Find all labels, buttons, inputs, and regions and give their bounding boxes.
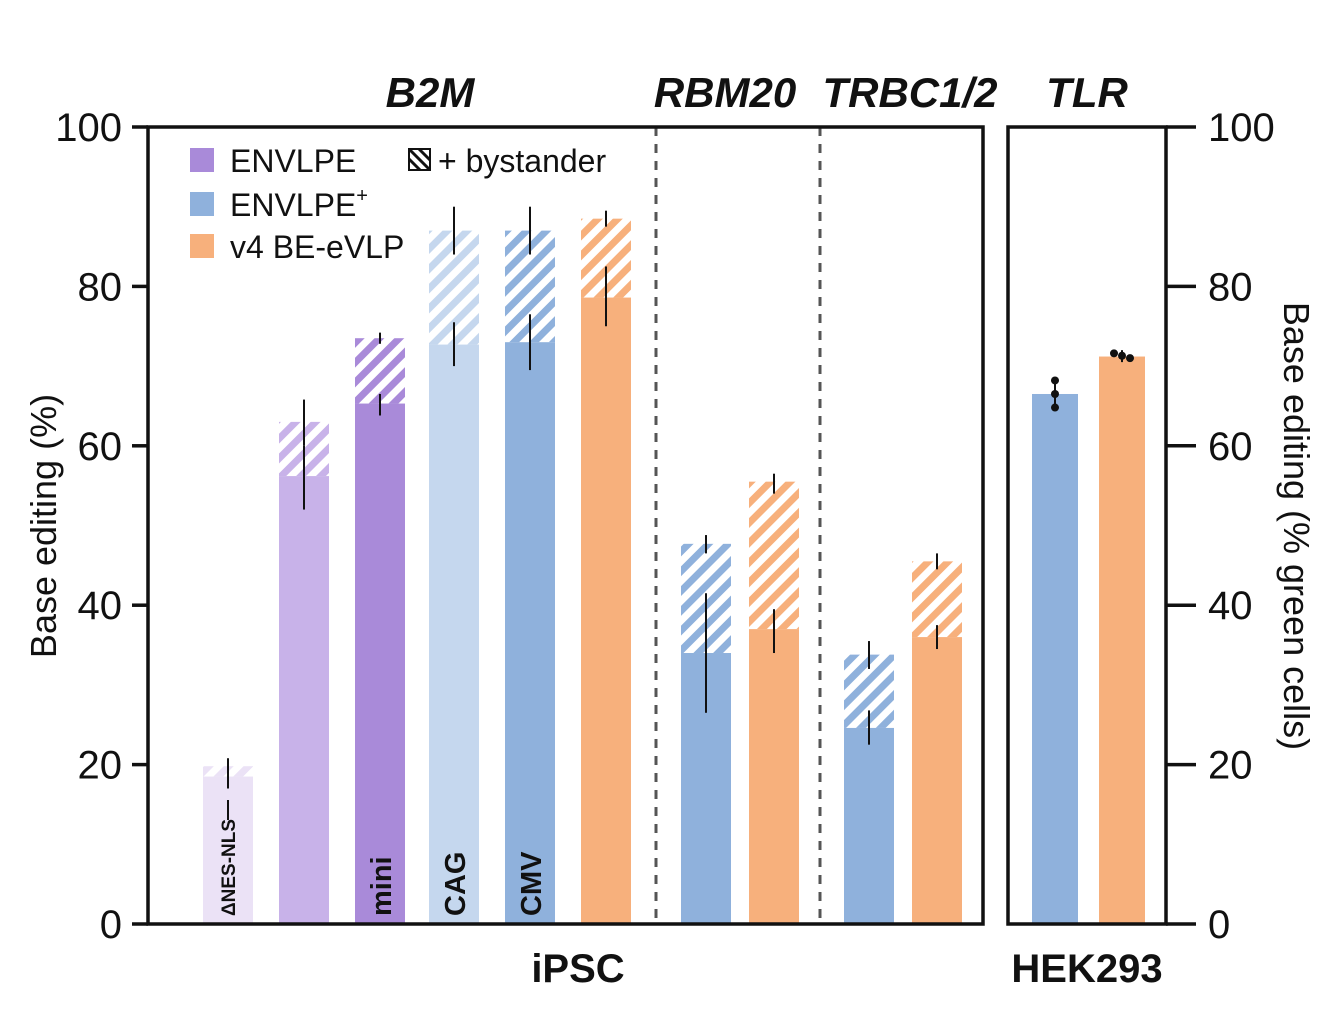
tlr-data-point [1051, 403, 1059, 412]
bar-editing-segment [429, 344, 479, 924]
bar-bystander-segment [749, 481, 799, 630]
cell-label-hek293: HEK293 [1011, 947, 1162, 991]
error-bars-layer: ΔNES-NLS mini CAG CMV [219, 206, 1134, 916]
legend-label-envlpe-plus: ENVLPE+ [230, 185, 368, 223]
bar-bystander-segment [355, 338, 405, 404]
tlr-data-point [1051, 389, 1059, 398]
left-axis-tick-label: 0 [100, 903, 122, 947]
tlr-data-point [1051, 376, 1059, 385]
tlr-data-point [1110, 349, 1118, 358]
bar-editing-segment [279, 476, 329, 924]
left-axis-tick-label: 100 [55, 106, 122, 150]
right-axis-tick-label: 40 [1208, 584, 1253, 628]
tlr-bar [1032, 393, 1078, 924]
bars-layer [203, 218, 962, 924]
group-label-b2m: B2M [386, 69, 476, 116]
right-axis-tick-label: 20 [1208, 744, 1253, 788]
left-axis-tick-label: 40 [78, 584, 123, 628]
right-y-axis: 0 20 40 60 80 100 [1166, 106, 1275, 947]
cell-label-ipsc: iPSC [531, 947, 624, 991]
legend-label-bystander: + bystander [438, 143, 606, 179]
legend-swatch-envlpe [190, 148, 214, 172]
right-axis-tick-label: 100 [1208, 106, 1275, 150]
legend-hatch-swatch [407, 147, 432, 172]
bar-editing-segment [581, 297, 631, 924]
left-axis-tick-label: 80 [78, 265, 123, 309]
bar-editing-segment [355, 403, 405, 924]
group-label-tlr: TLR [1046, 69, 1128, 116]
tlr-data-point [1126, 354, 1134, 363]
group-label-rbm20: RBM20 [654, 69, 796, 116]
tlr-bars-layer [1032, 356, 1145, 924]
right-y-axis-label: Base editing (% green cells) [1276, 302, 1317, 750]
bar-bystander-segment [912, 561, 962, 638]
right-axis-tick-label: 80 [1208, 265, 1253, 309]
bar-editing-segment [505, 342, 555, 924]
tlr-bar [1099, 356, 1145, 924]
ipsc-plot-frame [146, 125, 985, 926]
left-y-axis: 0 20 40 60 80 100 [55, 106, 148, 947]
bar-inner-label: CAG [440, 852, 472, 916]
hek-plot-frame [1006, 125, 1168, 926]
bar-editing-segment [912, 637, 962, 924]
group-label-trbc: TRBC1/2 [822, 69, 997, 116]
left-y-axis-label: Base editing (%) [23, 394, 64, 658]
legend-swatch-envlpe-plus [190, 192, 214, 216]
bar-inner-label: ΔNES-NLS [219, 819, 240, 916]
right-axis-tick-label: 60 [1208, 425, 1253, 469]
legend-swatch-v4-be-evlp [190, 234, 214, 258]
left-axis-tick-label: 20 [78, 744, 123, 788]
bar-editing-segment [844, 727, 894, 924]
bar-inner-label: mini [366, 856, 398, 916]
bar-editing-segment [749, 629, 799, 924]
right-axis-tick-label: 0 [1208, 903, 1230, 947]
tlr-data-point [1118, 351, 1126, 360]
legend: ENVLPE ENVLPE+ v4 BE-eVLP + bystander [190, 143, 606, 265]
bar-inner-label: CMV [516, 851, 548, 916]
legend-label-v4-be-evlp: v4 BE-eVLP [230, 229, 404, 265]
left-axis-tick-label: 60 [78, 425, 123, 469]
legend-label-envlpe: ENVLPE [230, 143, 356, 179]
